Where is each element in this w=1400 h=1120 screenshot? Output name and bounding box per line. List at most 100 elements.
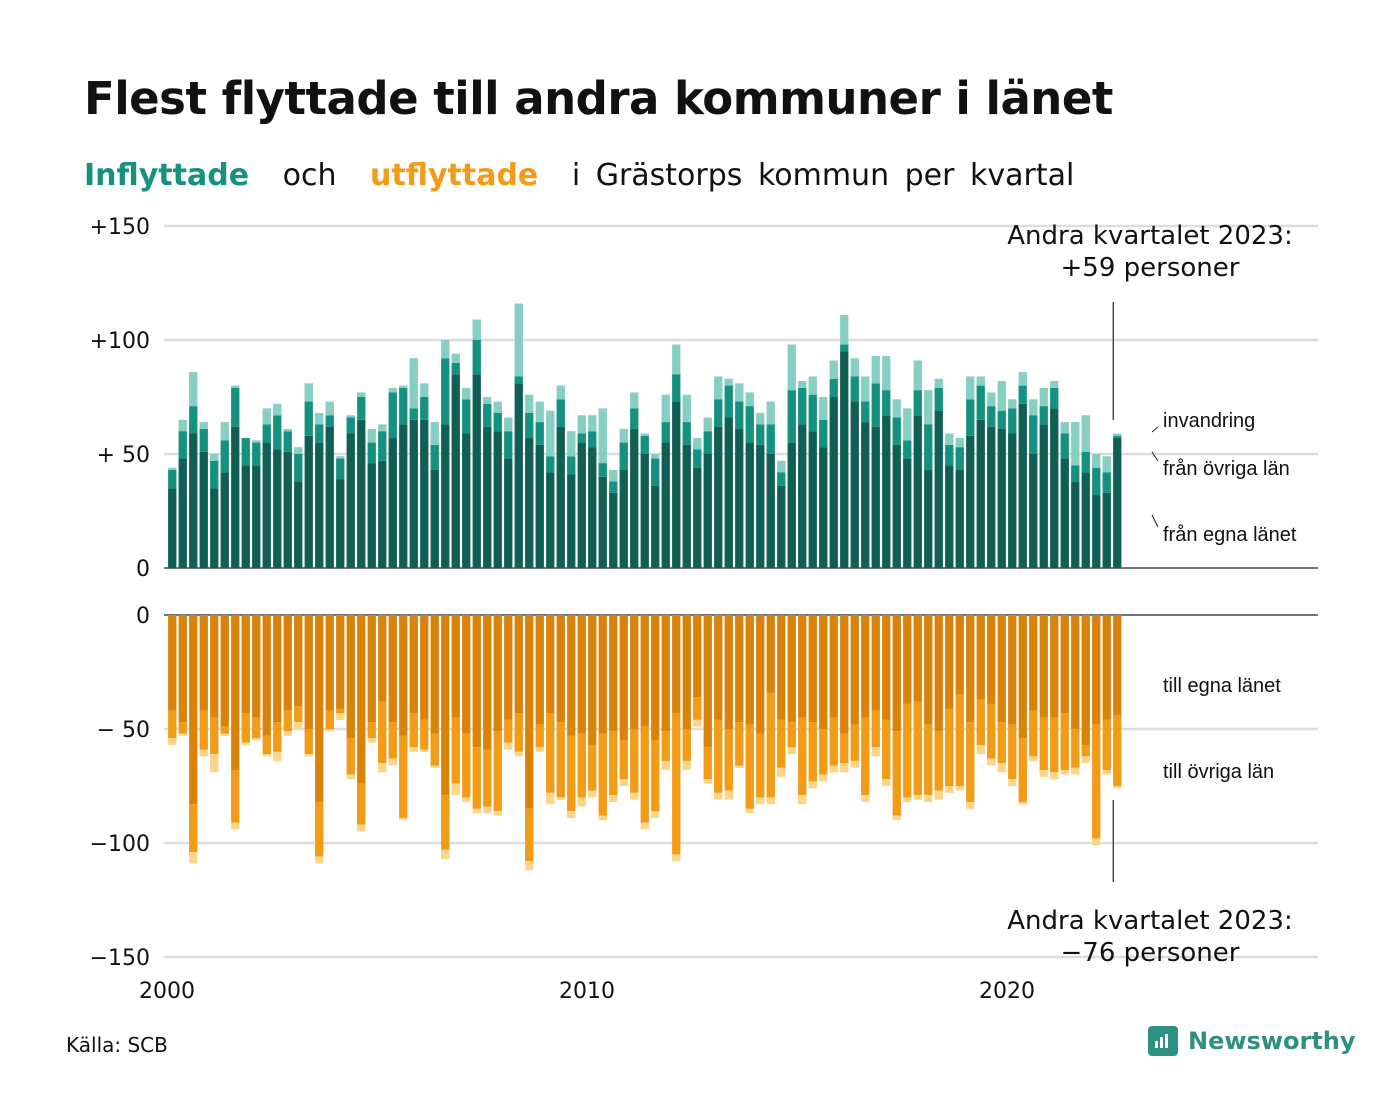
- bar-in-2: [178, 419, 187, 432]
- bar-out-2: [1081, 756, 1090, 764]
- bar-in-1: [1050, 387, 1059, 409]
- bar-out-1: [798, 717, 807, 796]
- bar-out-0: [672, 615, 681, 714]
- bar-in-1: [861, 401, 870, 423]
- bar-out-1: [231, 770, 240, 823]
- bar-out-2: [798, 795, 807, 805]
- top-annotation-line1: Andra kvartalet 2023:: [1007, 221, 1292, 251]
- bar-out-2: [808, 781, 817, 789]
- bar-in-1: [924, 424, 933, 470]
- bar-in-1: [168, 469, 177, 489]
- bar-out-2: [924, 795, 933, 802]
- bar-in-1: [630, 408, 639, 429]
- bar-out-2: [766, 797, 775, 805]
- bar-out-0: [504, 615, 513, 720]
- bar-out-1: [903, 703, 912, 798]
- bar-out-2: [462, 797, 471, 802]
- bar-in-1: [987, 406, 996, 427]
- bar-in-2: [1060, 422, 1069, 434]
- bar-out-1: [493, 731, 502, 812]
- bar-out-2: [273, 751, 282, 761]
- bar-in-2: [892, 399, 901, 418]
- bar-out-2: [1039, 770, 1048, 777]
- bar-out-1: [693, 697, 702, 720]
- bar-out-2: [861, 795, 870, 802]
- bar-in-0: [483, 426, 492, 568]
- bar-out-1: [1113, 715, 1122, 786]
- bar-in-1: [178, 431, 187, 459]
- bar-out-1: [462, 733, 471, 798]
- bar-in-2: [840, 314, 849, 345]
- bar-out-1: [630, 729, 639, 793]
- bar-in-2: [252, 440, 261, 443]
- bar-in-2: [441, 340, 450, 359]
- bar-out-2: [199, 749, 208, 757]
- bar-in-2: [1081, 415, 1090, 452]
- bar-in-0: [829, 397, 838, 568]
- bar-in-2: [577, 415, 586, 434]
- bar-in-1: [703, 431, 712, 454]
- bar-out-2: [850, 760, 859, 768]
- bar-in-1: [546, 456, 555, 473]
- newsworthy-icon: [1148, 1026, 1178, 1056]
- bar-in-0: [1081, 472, 1090, 568]
- bar-out-0: [472, 615, 481, 748]
- bar-in-0: [210, 488, 219, 568]
- bar-in-1: [714, 399, 723, 427]
- bar-in-1: [913, 390, 922, 416]
- bar-in-0: [231, 426, 240, 568]
- bar-in-1: [798, 387, 807, 425]
- bar-in-1: [262, 424, 271, 443]
- bar-out-0: [1081, 615, 1090, 745]
- bar-in-1: [189, 406, 198, 434]
- bar-in-2: [714, 376, 723, 400]
- top-series-label: från övriga län: [1163, 458, 1290, 480]
- bar-in-2: [556, 385, 565, 400]
- bar-out-2: [430, 765, 439, 768]
- bar-out-1: [682, 729, 691, 761]
- bar-in-2: [462, 387, 471, 400]
- bar-in-0: [304, 435, 313, 568]
- bar-in-2: [315, 412, 324, 425]
- bar-out-2: [672, 854, 681, 862]
- bar-in-1: [1008, 408, 1017, 434]
- bar-out-0: [409, 615, 418, 714]
- bar-in-1: [231, 387, 240, 427]
- bar-out-2: [892, 815, 901, 821]
- bar-out-0: [546, 615, 555, 714]
- bar-in-0: [987, 426, 996, 568]
- bar-out-2: [934, 790, 943, 800]
- bar-out-1: [252, 717, 261, 739]
- bar-out-2: [682, 760, 691, 771]
- bar-out-1: [504, 719, 513, 743]
- bar-in-1: [976, 385, 985, 420]
- subtitle-in-word: Inflyttade: [84, 158, 250, 193]
- bottom-annotation-line2: −76 personer: [1061, 938, 1240, 968]
- bar-in-2: [567, 431, 576, 457]
- bar-in-0: [798, 424, 807, 568]
- bar-out-0: [1092, 615, 1101, 725]
- top-y-tick: 0: [136, 557, 150, 582]
- bar-out-2: [651, 811, 660, 818]
- bar-out-1: [1029, 710, 1038, 757]
- bar-in-0: [598, 476, 607, 568]
- bar-in-2: [619, 428, 628, 443]
- bar-out-1: [703, 747, 712, 780]
- bar-in-2: [399, 385, 408, 388]
- bar-in-1: [1102, 472, 1111, 493]
- bar-out-1: [661, 731, 670, 761]
- bar-out-0: [1102, 615, 1111, 720]
- bar-in-1: [493, 412, 502, 432]
- bar-in-0: [294, 481, 303, 568]
- bar-out-2: [178, 733, 187, 736]
- bar-out-2: [882, 779, 891, 786]
- bar-in-2: [693, 438, 702, 450]
- bar-in-1: [315, 424, 324, 443]
- bar-in-2: [966, 376, 975, 400]
- bar-out-0: [556, 615, 565, 723]
- bottom-series-label: till egna länet: [1163, 675, 1281, 697]
- bar-out-1: [913, 701, 922, 796]
- bar-in-1: [588, 431, 597, 448]
- bar-out-0: [1039, 615, 1048, 718]
- bar-out-2: [630, 792, 639, 800]
